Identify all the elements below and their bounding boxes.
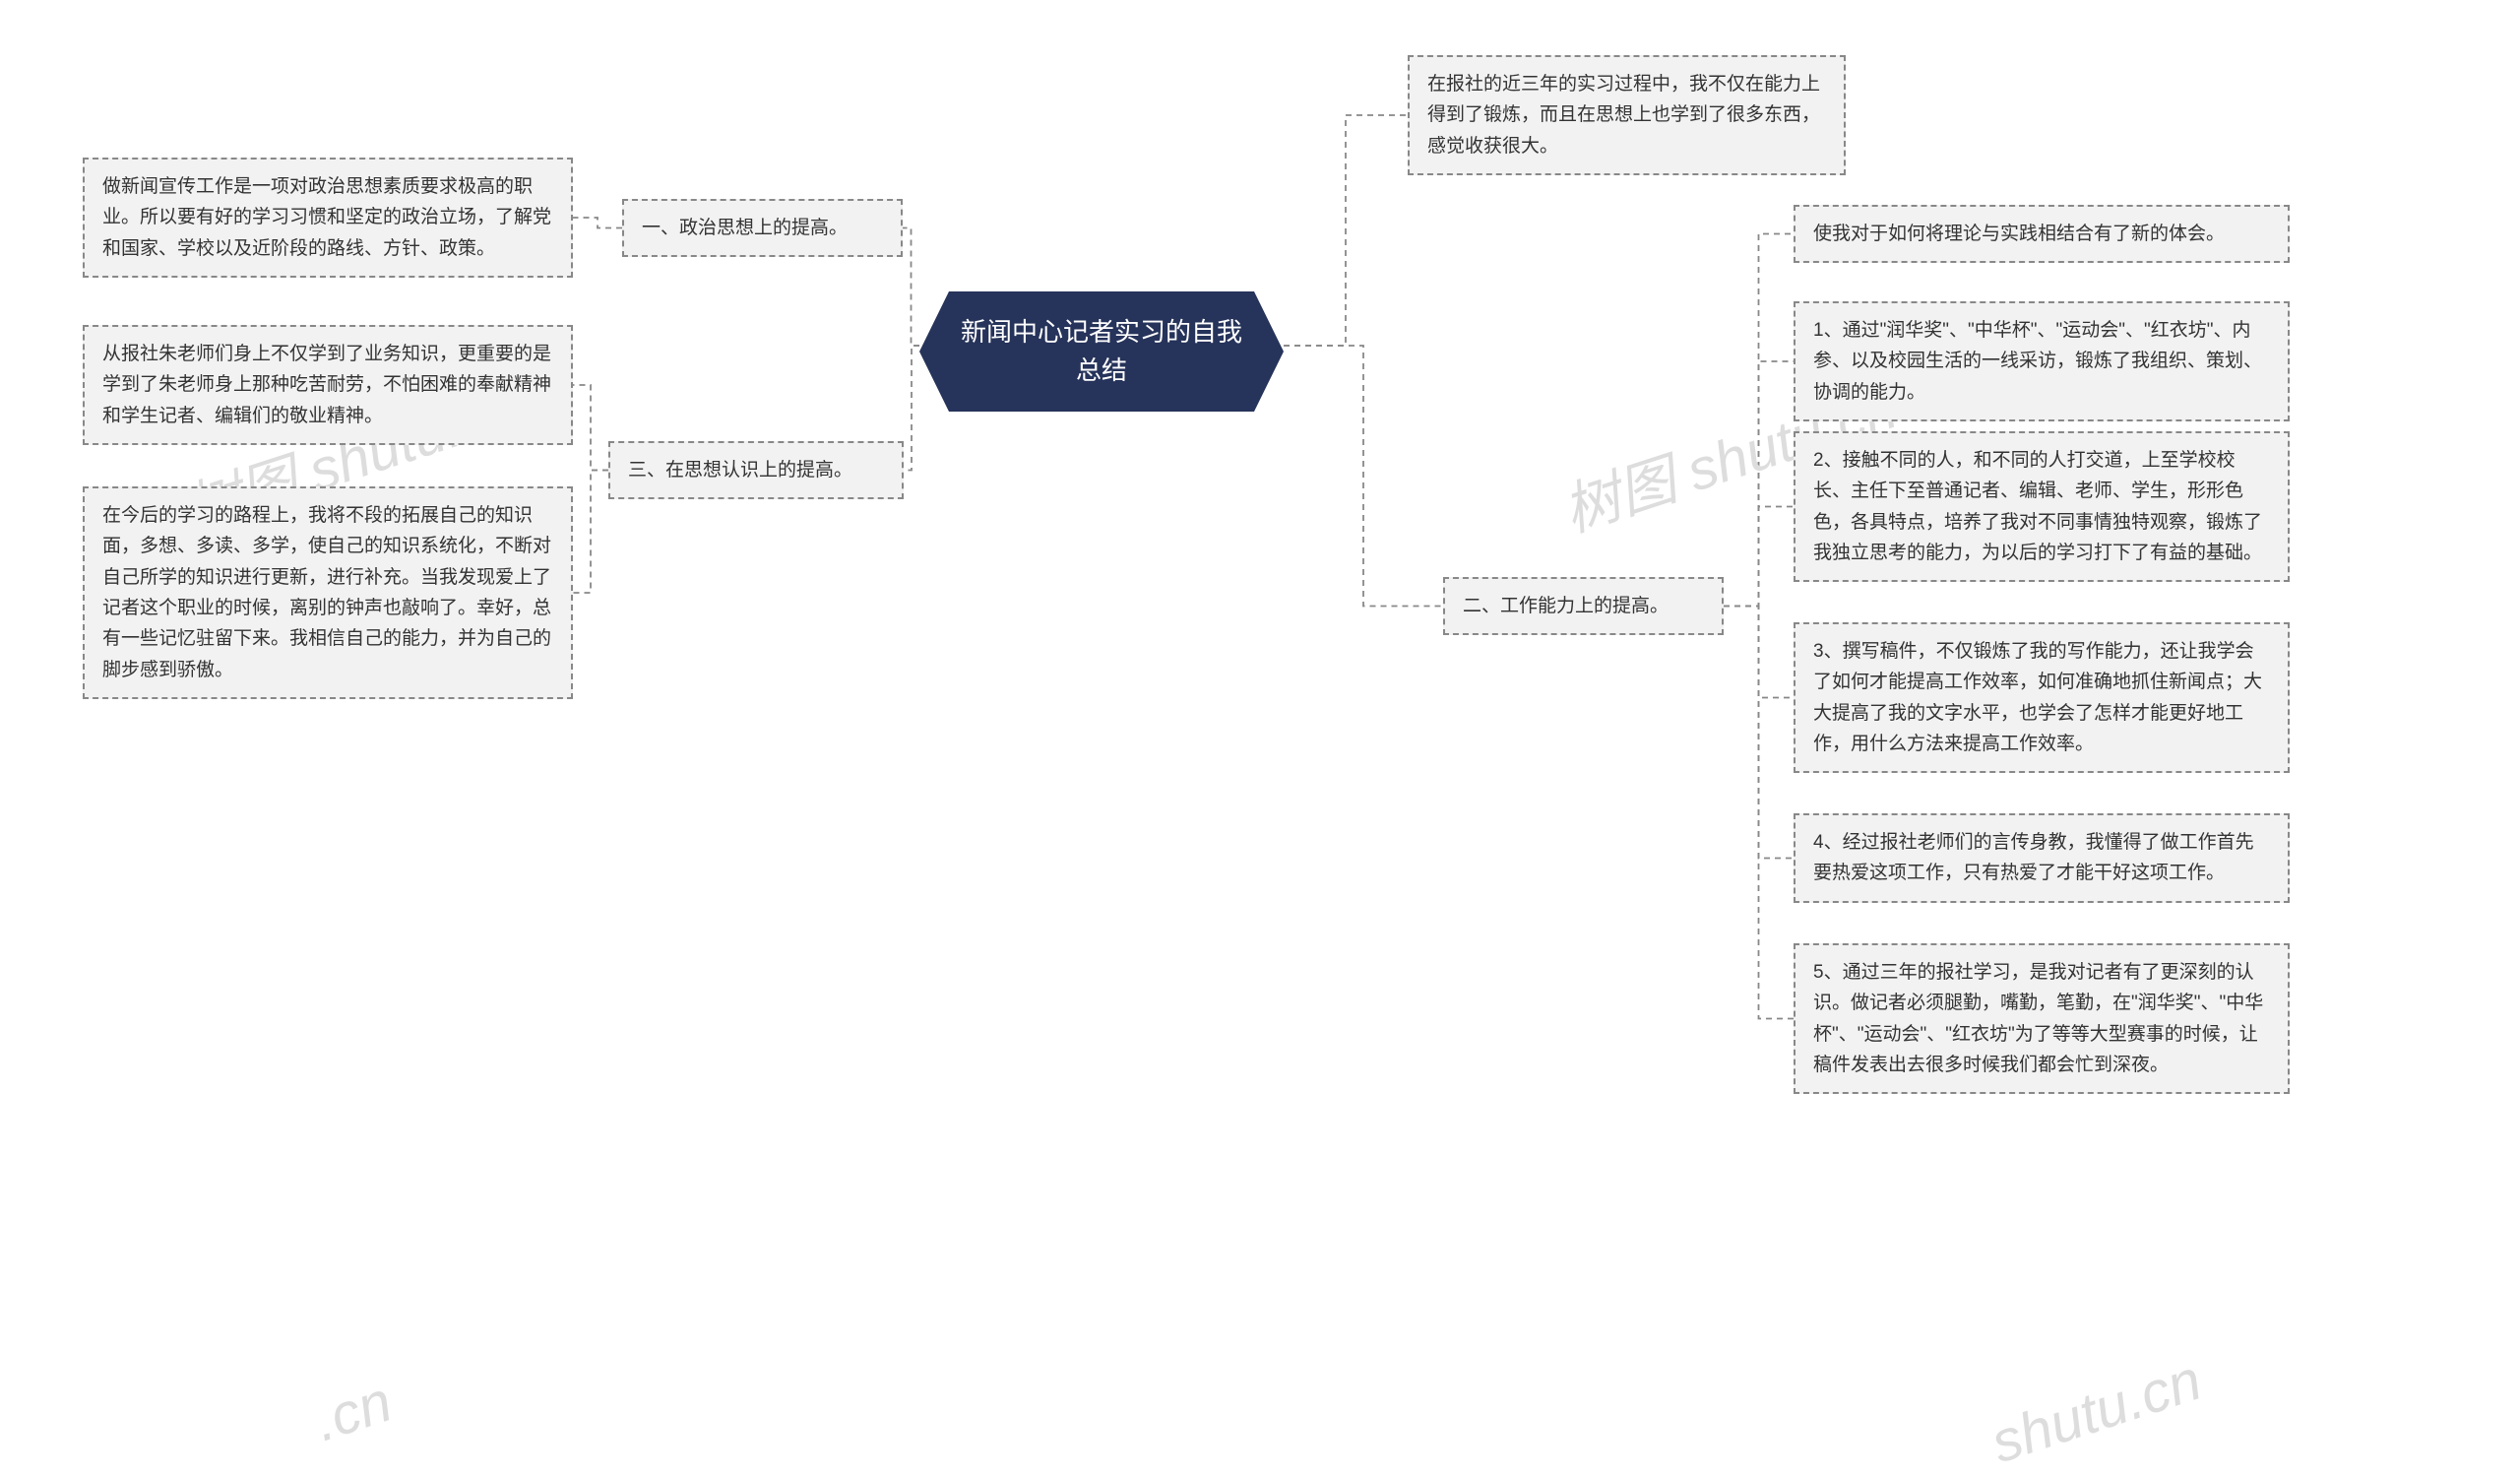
node-branch2: 二、工作能力上的提高。 [1443, 577, 1724, 635]
node-intro: 在报社的近三年的实习过程中，我不仅在能力上得到了锻炼，而且在思想上也学到了很多东… [1408, 55, 1846, 175]
node-branch1: 一、政治思想上的提高。 [622, 199, 903, 257]
watermark: shutu.cn [1984, 1347, 2209, 1476]
center-topic: 新闻中心记者实习的自我总结 [919, 291, 1284, 412]
watermark: .cn [307, 1369, 400, 1455]
node-branch2-leaf5: 5、通过三年的报社学习，是我对记者有了更深刻的认识。做记者必须腿勤，嘴勤，笔勤，… [1794, 943, 2290, 1094]
node-branch3-leaf1: 从报社朱老师们身上不仅学到了业务知识，更重要的是学到了朱老师身上那种吃苦耐劳，不… [83, 325, 573, 445]
node-branch2-leaf1: 1、通过"润华奖"、"中华杯"、"运动会"、"红衣坊"、内参、以及校园生活的一线… [1794, 301, 2290, 421]
node-branch2-leaf2: 2、接触不同的人，和不同的人打交道，上至学校校长、主任下至普通记者、编辑、老师、… [1794, 431, 2290, 582]
node-branch2-leaf3: 3、撰写稿件，不仅锻炼了我的写作能力，还让我学会了如何才能提高工作效率，如何准确… [1794, 622, 2290, 773]
node-branch3: 三、在思想认识上的提高。 [608, 441, 904, 499]
node-branch1-leaf1: 做新闻宣传工作是一项对政治思想素质要求极高的职业。所以要有好的学习习惯和坚定的政… [83, 158, 573, 278]
node-branch2-leaf0: 使我对于如何将理论与实践相结合有了新的体会。 [1794, 205, 2290, 263]
node-branch2-leaf4: 4、经过报社老师们的言传身教，我懂得了做工作首先要热爱这项工作，只有热爱了才能干… [1794, 813, 2290, 903]
node-branch3-leaf2: 在今后的学习的路程上，我将不段的拓展自己的知识面，多想、多读、多学，使自己的知识… [83, 486, 573, 699]
